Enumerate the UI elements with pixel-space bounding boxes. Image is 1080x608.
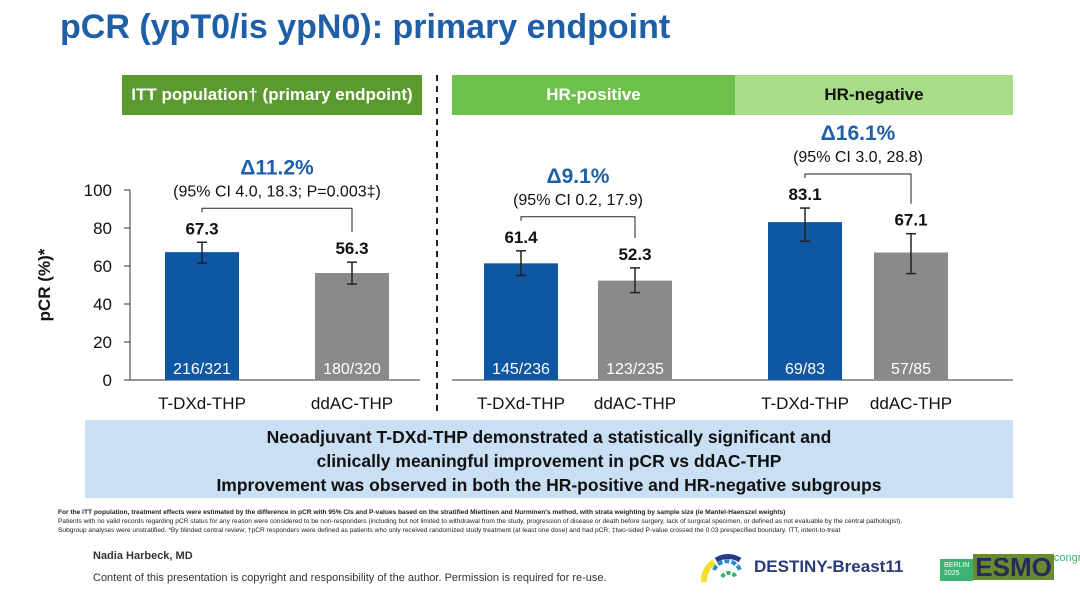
x-tick-label: T-DXd-THP xyxy=(477,394,565,413)
panel-header-itt: ITT population† (primary endpoint) xyxy=(122,75,422,115)
footnote: For the ITT population, treatment effect… xyxy=(58,509,786,516)
panel-header-hr-negative: HR-negative xyxy=(735,75,1013,115)
trial-logo: DESTINY-Breast11 xyxy=(700,552,903,582)
value-label: 52.3 xyxy=(618,245,651,264)
footnote: Patients with no valid records regarding… xyxy=(58,518,903,525)
delta-label: Δ9.1% xyxy=(547,165,610,188)
x-tick-label: ddAC-THP xyxy=(594,394,676,413)
ci-label: (95% CI 4.0, 18.3; P=0.003‡) xyxy=(173,183,381,200)
comparison-bracket xyxy=(201,207,353,233)
ci-label: (95% CI 3.0, 28.8) xyxy=(793,149,923,166)
footnote: Subgroup analyses were unstratified. *By… xyxy=(58,527,841,534)
value-label: 61.4 xyxy=(504,228,538,247)
bar-chart: 0 20 40 60 80 100 pCR (%)* 67.3 216/321 T-DXd-THP… xyxy=(35,75,1013,415)
ci-label: (95% CI 0.2, 17.9) xyxy=(513,192,643,209)
y-tick-label: 40 xyxy=(93,295,112,314)
bar xyxy=(768,222,842,380)
value-label: 67.1 xyxy=(894,211,927,230)
panel-header-label: ITT population† (primary endpoint) xyxy=(131,85,413,104)
bar xyxy=(165,252,239,380)
footnotes: For the ITT population, treatment effect… xyxy=(58,508,902,535)
x-tick-label: ddAC-THP xyxy=(311,394,393,413)
comparison-bracket xyxy=(520,216,636,238)
delta-label: Δ16.1% xyxy=(821,122,896,145)
page-title: pCR (ypT0/is ypN0): primary endpoint xyxy=(60,8,671,46)
x-tick-label: T-DXd-THP xyxy=(158,394,246,413)
value-label: 67.3 xyxy=(185,219,218,238)
bar xyxy=(598,280,672,380)
panel-header-hr-positive: HR-positive xyxy=(452,75,735,115)
n-label: 180/320 xyxy=(323,361,381,378)
n-label: 123/235 xyxy=(606,361,664,378)
y-tick-label: 60 xyxy=(93,257,112,276)
congress-year: 2025 xyxy=(944,570,960,577)
author: Nadia Harbeck, MD xyxy=(93,550,193,562)
n-label: 216/321 xyxy=(173,361,231,378)
x-tick-label: T-DXd-THP xyxy=(761,394,849,413)
panel-header-label: HR-positive xyxy=(546,85,641,104)
n-label: 69/83 xyxy=(785,361,825,378)
trial-logo-icon xyxy=(700,554,742,582)
congress-city: BERLIN xyxy=(944,562,970,569)
congress-name: ESMO xyxy=(973,552,1054,582)
y-tick-label: 20 xyxy=(93,333,112,352)
bar xyxy=(315,273,389,380)
panel-header-label: HR-negative xyxy=(824,85,924,104)
x-tick-label: ddAC-THP xyxy=(870,394,952,413)
bar xyxy=(484,263,558,380)
comparison-bracket xyxy=(804,173,912,204)
n-label: 145/236 xyxy=(492,361,550,378)
conclusion-line: clinically meaningful improvement in pCR… xyxy=(316,451,782,471)
y-tick-label: 80 xyxy=(93,219,112,238)
conclusion-line: Improvement was observed in both the HR-… xyxy=(216,475,882,495)
conclusion-box: Neoadjuvant T-DXd-THP demonstrated a sta… xyxy=(85,420,1013,498)
y-tick-label: 100 xyxy=(84,181,112,200)
y-axis-label: pCR (%)* xyxy=(35,248,54,321)
value-label: 56.3 xyxy=(335,239,368,258)
value-label: 83.1 xyxy=(788,185,821,204)
n-label: 57/85 xyxy=(891,361,931,378)
delta-label: Δ11.2% xyxy=(240,156,314,179)
trial-name: DESTINY-Breast11 xyxy=(754,557,904,576)
conclusion-line: Neoadjuvant T-DXd-THP demonstrated a sta… xyxy=(266,427,832,447)
y-tick-label: 0 xyxy=(103,371,112,390)
congress-word: congress xyxy=(1053,552,1080,564)
copyright-notice: Content of this presentation is copyrigh… xyxy=(93,572,607,584)
